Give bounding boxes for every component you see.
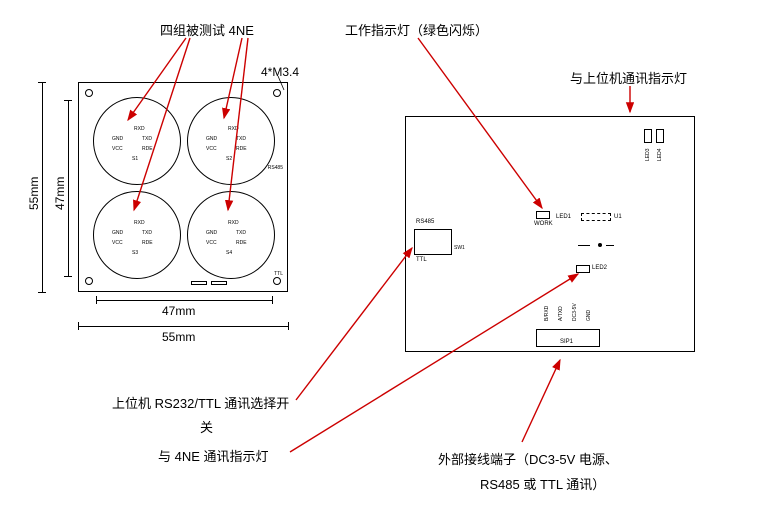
annotation-switch-line1: 上位机 RS232/TTL 通讯选择开 xyxy=(112,393,289,412)
dim-cap xyxy=(64,276,72,277)
mark xyxy=(578,245,590,249)
tiny-comp xyxy=(211,281,227,285)
work-led-comp xyxy=(536,211,550,219)
pin-s2: S2 xyxy=(226,156,232,162)
pin-rde: RDE xyxy=(236,240,247,246)
pin-rxd: RXD xyxy=(134,126,145,132)
left-pcb-outline: RXD GND TXD VCC RDE S1 RXD GND TXD VCC R… xyxy=(78,82,288,292)
mark-dot xyxy=(598,243,602,247)
dim-line-47w xyxy=(96,300,272,301)
left-rs485-label: RS485 xyxy=(268,165,283,171)
sensor-circle-1: RXD GND TXD VCC RDE S1 xyxy=(93,97,181,185)
u1-label: U1 xyxy=(614,214,622,220)
annotation-switch-line2: 关 xyxy=(200,417,213,436)
mount-hole xyxy=(273,277,281,285)
led3-comp xyxy=(644,129,652,143)
sensor-circle-3: RXD GND TXD VCC RDE S3 xyxy=(93,191,181,279)
left-ttl-label: TTL xyxy=(274,271,283,277)
pin-vcc: VCC xyxy=(112,240,123,246)
dim-line-55h xyxy=(42,82,43,292)
right-pcb-outline: LED3 LED4 WORK LED1 U1 RS485 TTL SW1 LED… xyxy=(405,116,695,352)
mount-hole xyxy=(85,89,93,97)
led4-label: LED4 xyxy=(657,148,663,161)
u1-outline xyxy=(581,213,611,221)
pin-gnd: GND xyxy=(206,136,217,142)
annotation-work-led: 工作指示灯（绿色闪烁） xyxy=(345,20,488,39)
pin-rxd: RXD xyxy=(228,220,239,226)
mark xyxy=(606,245,614,249)
work-label: WORK xyxy=(534,221,553,227)
mount-hole xyxy=(273,89,281,97)
dim-cap xyxy=(38,292,46,293)
dim-cap xyxy=(288,322,289,330)
pin-s4: S4 xyxy=(226,250,232,256)
sensor-circle-4: RXD GND TXD VCC RDE S4 xyxy=(187,191,275,279)
term-pin-dc: DC3-5V xyxy=(572,303,578,321)
pin-vcc: VCC xyxy=(206,146,217,152)
dim-cap xyxy=(38,82,46,83)
pin-txd: TXD xyxy=(236,136,246,142)
pin-rde: RDE xyxy=(142,240,153,246)
pin-vcc: VCC xyxy=(112,146,123,152)
pin-rde: RDE xyxy=(236,146,247,152)
pin-rde: RDE xyxy=(142,146,153,152)
pin-txd: TXD xyxy=(236,230,246,236)
dim-cap xyxy=(272,296,273,304)
pin-txd: TXD xyxy=(142,136,152,142)
dim-line-55w xyxy=(78,326,288,327)
pin-rxd: RXD xyxy=(134,220,145,226)
led1-label: LED1 xyxy=(556,214,571,220)
mount-hole xyxy=(85,277,93,285)
sw1-label: SW1 xyxy=(454,245,465,251)
pin-gnd: GND xyxy=(206,230,217,236)
dim-55mm-h: 55mm xyxy=(27,177,41,210)
term-pin-gnd: GND xyxy=(586,310,592,321)
led2-label: LED2 xyxy=(592,265,607,271)
pin-vcc: VCC xyxy=(206,240,217,246)
dim-cap xyxy=(78,322,79,330)
dim-47mm-h: 47mm xyxy=(53,177,67,210)
led2-comp xyxy=(576,265,590,273)
pin-txd: TXD xyxy=(142,230,152,236)
dim-cap xyxy=(64,100,72,101)
pin-s3: S3 xyxy=(132,250,138,256)
ttl-label: TTL xyxy=(416,257,427,263)
pin-rxd: RXD xyxy=(228,126,239,132)
rs485-label: RS485 xyxy=(416,219,434,225)
annotation-four-groups: 四组被测试 4NE xyxy=(160,20,254,39)
annotation-host-comm-led: 与上位机通讯指示灯 xyxy=(570,68,687,87)
annotation-ext-terminal-line1: 外部接线端子（DC3-5V 电源、 xyxy=(438,449,618,468)
term-pin-atxd: A/TXD xyxy=(558,306,564,321)
pin-s1: S1 xyxy=(132,156,138,162)
pin-gnd: GND xyxy=(112,136,123,142)
dim-47mm-w: 47mm xyxy=(162,304,195,318)
mount-spec-label: 4*M3.4 xyxy=(261,65,299,79)
dim-cap xyxy=(96,296,97,304)
annotation-ext-terminal-line2: RS485 或 TTL 通讯） xyxy=(480,474,605,493)
sip1-label: SIP1 xyxy=(560,339,573,345)
dim-line-47h xyxy=(68,100,69,276)
rs485-ttl-switch xyxy=(414,229,452,255)
tiny-comp xyxy=(191,281,207,285)
led4-comp xyxy=(656,129,664,143)
term-pin-brxd: B/RXD xyxy=(544,306,550,321)
sensor-circle-2: RXD GND TXD VCC RDE S2 xyxy=(187,97,275,185)
pin-gnd: GND xyxy=(112,230,123,236)
led3-label: LED3 xyxy=(645,148,651,161)
dim-55mm-w: 55mm xyxy=(162,330,195,344)
annotation-fne-comm-led: 与 4NE 通讯指示灯 xyxy=(158,446,269,465)
